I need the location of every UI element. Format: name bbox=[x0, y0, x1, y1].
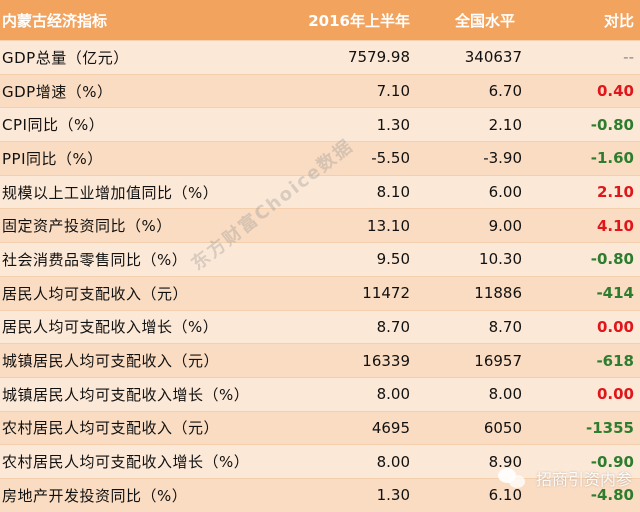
indicator-cell: 城镇居民人均可支配收入（元） bbox=[0, 343, 280, 378]
table-row: 固定资产投资同比（%） 13.10 9.00 4.10 bbox=[0, 208, 640, 243]
value-2016-cell: 8.00 bbox=[280, 376, 420, 412]
indicator-cell: CPI同比（%） bbox=[0, 107, 280, 142]
national-value-cell: 340637 bbox=[420, 40, 540, 75]
national-value-cell: 11886 bbox=[420, 275, 540, 310]
table-row: 城镇居民人均可支配收入增长（%） 8.00 8.00 0.00 bbox=[0, 376, 640, 412]
wechat-account-mark: 招商引资内参 bbox=[497, 466, 632, 490]
national-value-cell: 6.70 bbox=[420, 73, 540, 108]
header-indicator: 内蒙古经济指标 bbox=[0, 0, 280, 41]
comparison-cell: 0.00 bbox=[540, 376, 640, 412]
value-2016-cell: -5.50 bbox=[280, 141, 420, 176]
comparison-cell: 0.40 bbox=[540, 73, 640, 108]
table-row: 农村居民人均可支配收入（元） 4695 6050 -1355 bbox=[0, 410, 640, 445]
indicator-cell: GDP增速（%） bbox=[0, 73, 280, 108]
indicator-cell: 固定资产投资同比（%） bbox=[0, 208, 280, 243]
header-2016-h1: 2016年上半年 bbox=[280, 0, 420, 41]
table-header: 内蒙古经济指标 2016年上半年 全国水平 对比 bbox=[0, 0, 640, 41]
comparison-cell: 2.10 bbox=[540, 174, 640, 209]
value-2016-cell: 8.00 bbox=[280, 444, 420, 479]
table-body: GDP总量（亿元） 7579.98 340637 -- GDP增速（%） 7.10 6.70… bbox=[0, 40, 640, 512]
table-row: GDP总量（亿元） 7579.98 340637 -- bbox=[0, 40, 640, 75]
indicator-cell: GDP总量（亿元） bbox=[0, 40, 280, 75]
value-2016-cell: 7579.98 bbox=[280, 40, 420, 75]
wechat-icon bbox=[497, 466, 528, 490]
national-value-cell: 16957 bbox=[420, 343, 540, 378]
value-2016-cell: 16339 bbox=[280, 343, 420, 378]
value-2016-cell: 4695 bbox=[280, 410, 420, 445]
header-row: 内蒙古经济指标 2016年上半年 全国水平 对比 bbox=[0, 0, 640, 41]
comparison-cell: -0.80 bbox=[540, 242, 640, 277]
value-2016-cell: 11472 bbox=[280, 275, 420, 310]
value-2016-cell: 1.30 bbox=[280, 107, 420, 142]
indicator-cell: 农村居民人均可支配收入增长（%） bbox=[0, 444, 280, 479]
table-row: 城镇居民人均可支配收入（元） 16339 16957 -618 bbox=[0, 343, 640, 378]
comparison-cell: 0.00 bbox=[540, 309, 640, 344]
national-value-cell: 10.30 bbox=[420, 242, 540, 277]
national-value-cell: 9.00 bbox=[420, 208, 540, 243]
wechat-account-label: 招商引资内参 bbox=[535, 470, 632, 489]
comparison-cell: 4.10 bbox=[540, 208, 640, 243]
comparison-cell: -414 bbox=[540, 275, 640, 310]
comparison-cell: -618 bbox=[540, 343, 640, 378]
value-2016-cell: 8.10 bbox=[280, 174, 420, 209]
indicator-cell: 规模以上工业增加值同比（%） bbox=[0, 174, 280, 209]
national-value-cell: 6.00 bbox=[420, 174, 540, 209]
table-row: GDP增速（%） 7.10 6.70 0.40 bbox=[0, 73, 640, 108]
header-national-level: 全国水平 bbox=[420, 0, 540, 41]
table-row: 居民人均可支配收入（元） 11472 11886 -414 bbox=[0, 275, 640, 310]
comparison-cell: -- bbox=[540, 40, 640, 75]
value-2016-cell: 9.50 bbox=[280, 242, 420, 277]
value-2016-cell: 8.70 bbox=[280, 309, 420, 344]
value-2016-cell: 1.30 bbox=[280, 477, 420, 512]
table-row: CPI同比（%） 1.30 2.10 -0.80 bbox=[0, 107, 640, 142]
national-value-cell: 8.70 bbox=[420, 309, 540, 344]
national-value-cell: 6050 bbox=[420, 410, 540, 445]
table-row: 居民人均可支配收入增长（%） 8.70 8.70 0.00 bbox=[0, 309, 640, 344]
comparison-cell: -0.90 bbox=[540, 444, 640, 479]
comparison-cell: -1.60 bbox=[540, 141, 640, 176]
indicator-cell: 城镇居民人均可支配收入增长（%） bbox=[0, 376, 280, 412]
comparison-cell: -1355 bbox=[540, 410, 640, 445]
table-row: 农村居民人均可支配收入增长（%） 8.00 8.90 -0.90 bbox=[0, 444, 640, 479]
value-2016-cell: 13.10 bbox=[280, 208, 420, 243]
value-2016-cell: 7.10 bbox=[280, 73, 420, 108]
indicator-cell: 农村居民人均可支配收入（元） bbox=[0, 410, 280, 445]
national-value-cell: 8.00 bbox=[420, 376, 540, 412]
indicator-cell: 居民人均可支配收入（元） bbox=[0, 275, 280, 310]
indicator-cell: 社会消费品零售同比（%） bbox=[0, 242, 280, 277]
national-value-cell: 2.10 bbox=[420, 107, 540, 142]
table-row: 社会消费品零售同比（%） 9.50 10.30 -0.80 bbox=[0, 242, 640, 277]
indicator-cell: 房地产开发投资同比（%） bbox=[0, 477, 280, 512]
national-value-cell: 8.90 bbox=[420, 444, 540, 479]
table-row: PPI同比（%） -5.50 -3.90 -1.60 bbox=[0, 141, 640, 176]
comparison-cell: -0.80 bbox=[540, 107, 640, 142]
table-row: 规模以上工业增加值同比（%） 8.10 6.00 2.10 bbox=[0, 174, 640, 209]
indicator-cell: 居民人均可支配收入增长（%） bbox=[0, 309, 280, 344]
header-comparison: 对比 bbox=[540, 0, 640, 41]
indicator-cell: PPI同比（%） bbox=[0, 141, 280, 176]
national-value-cell: -3.90 bbox=[420, 141, 540, 176]
